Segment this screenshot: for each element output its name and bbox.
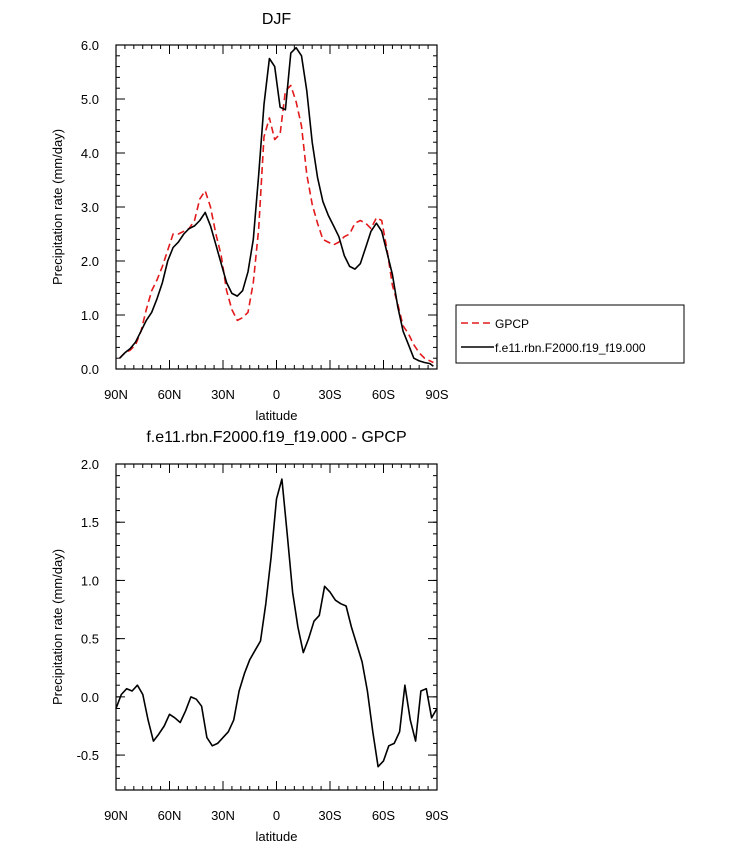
y-tick-label: 1.0 xyxy=(81,573,99,588)
chart-panel-2: f.e11.rbn.F2000.f19_f19.000 - GPCP 90N 60N… xyxy=(50,429,449,844)
plot-frame xyxy=(115,463,438,791)
x-tick-label: 90N xyxy=(104,808,128,823)
x-axis-label: latitude xyxy=(256,408,298,423)
x-axis-label: latitude xyxy=(256,829,298,844)
legend-label: f.e11.rbn.F2000.f19_f19.000 xyxy=(495,341,646,355)
series-line-f-e11-rbn-f2000-f19-f19-000 xyxy=(119,46,434,367)
y-tick-label: 1.0 xyxy=(81,308,99,323)
x-tick-label: 30S xyxy=(318,387,341,402)
y-tick-label: 3.0 xyxy=(81,200,99,215)
y-tick-label: 2.0 xyxy=(81,254,99,269)
y-axis-label: Precipitation rate (mm/day) xyxy=(50,129,65,285)
y-tick-label: 5.0 xyxy=(81,92,99,107)
x-tick-label: 30S xyxy=(318,808,341,823)
x-tick-label: 90S xyxy=(425,387,448,402)
y-tick-label: 6.0 xyxy=(81,38,99,53)
series-line-f-e11-rbn-f2000-f19-f19-000-gpcp xyxy=(115,478,438,768)
x-tick-label: 60S xyxy=(372,387,395,402)
y-tick-label: 4.0 xyxy=(81,146,99,161)
chart-title: f.e11.rbn.F2000.f19_f19.000 - GPCP xyxy=(146,429,406,446)
x-tick-label: 60N xyxy=(158,808,182,823)
legend-label: GPCP xyxy=(495,317,529,331)
chart-panel-1: DJF 90N 60N 30N 0 30S 60S 90S 0.0 1.0 2.0 3.0 4.0 5.0… xyxy=(50,11,685,423)
y-tick-label: 0.0 xyxy=(81,690,99,705)
x-tick-label: 60S xyxy=(372,808,395,823)
legend-box xyxy=(455,304,685,364)
plot-frame xyxy=(115,44,438,370)
series-line-gpcp xyxy=(119,84,434,364)
x-tick-label: 90N xyxy=(104,387,128,402)
x-tick-label: 90S xyxy=(425,808,448,823)
x-tick-label: 30N xyxy=(211,808,235,823)
y-axis-label: Precipitation rate (mm/day) xyxy=(50,549,65,705)
legend: GPCP f.e11.rbn.F2000.f19_f19.000 xyxy=(455,304,685,364)
chart-title: DJF xyxy=(262,11,292,28)
y-tick-label: 2.0 xyxy=(81,457,99,472)
y-tick-label: 0.0 xyxy=(81,362,99,377)
x-tick-label: 0 xyxy=(273,808,280,823)
y-tick-label: -0.5 xyxy=(77,748,99,763)
y-tick-label: 0.5 xyxy=(81,632,99,647)
y-tick-label: 1.5 xyxy=(81,515,99,530)
x-tick-label: 60N xyxy=(158,387,182,402)
x-tick-label: 30N xyxy=(211,387,235,402)
x-tick-label: 0 xyxy=(273,387,280,402)
